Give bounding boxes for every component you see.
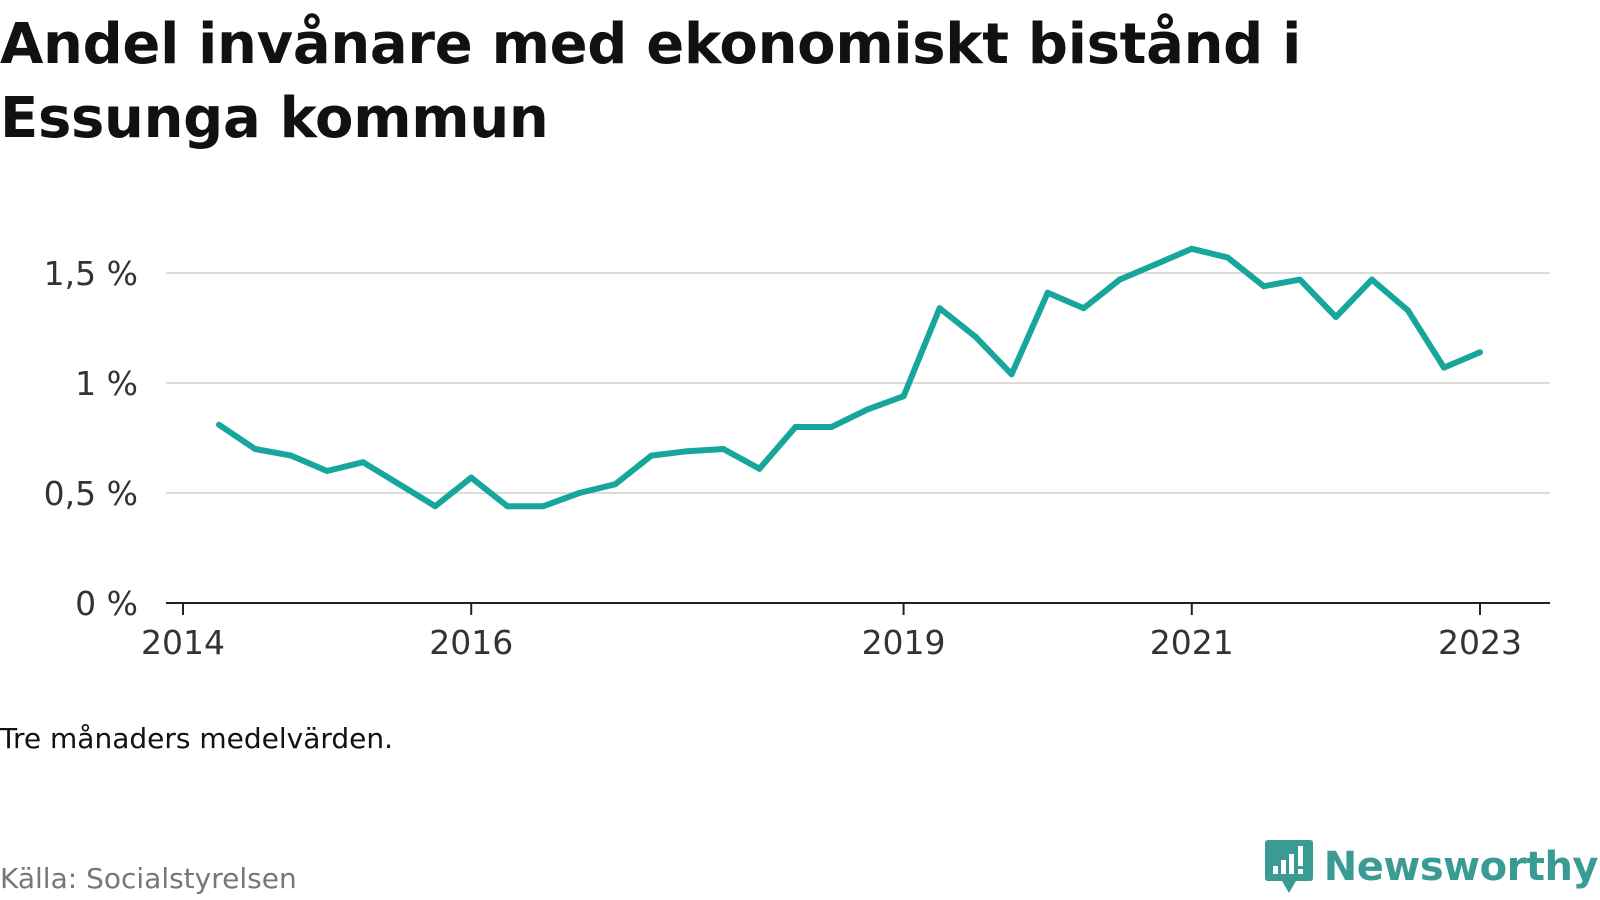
data-point xyxy=(720,446,727,452)
data-point xyxy=(1044,289,1051,296)
data-point xyxy=(828,424,835,430)
chart-note: Tre månaders medelvärden. xyxy=(0,722,394,755)
y-tick-label: 0 % xyxy=(75,584,138,623)
data-point xyxy=(792,424,799,430)
y-tick-label: 1 % xyxy=(75,364,138,403)
x-axis: 2014 2016 2019 2021 2023 xyxy=(141,603,1522,662)
data-point xyxy=(1080,305,1087,312)
series-line xyxy=(217,245,1482,510)
x-tick-label: 2021 xyxy=(1150,623,1234,662)
data-point xyxy=(1116,276,1123,283)
data-point xyxy=(1441,364,1447,371)
data-point xyxy=(432,503,439,510)
grid-lines xyxy=(166,272,1550,494)
x-tick-label: 2016 xyxy=(429,623,513,662)
data-point xyxy=(1477,349,1483,356)
data-point xyxy=(756,465,763,472)
data-point xyxy=(576,490,583,496)
data-point xyxy=(900,393,907,400)
newsworthy-logo-icon xyxy=(1264,840,1313,893)
data-point xyxy=(972,333,979,340)
newsworthy-brand[interactable]: Newsworthy xyxy=(1264,838,1599,896)
data-point xyxy=(1008,371,1015,378)
series-group xyxy=(216,245,1483,510)
data-point xyxy=(396,481,403,488)
chart-title: Andel invånare med ekonomiskt bistånd i … xyxy=(0,12,1302,151)
data-point xyxy=(936,305,943,312)
data-point xyxy=(288,452,295,459)
data-point xyxy=(684,448,691,455)
data-point xyxy=(1368,276,1375,283)
x-tick-label: 2014 xyxy=(141,623,225,662)
data-point xyxy=(360,459,367,466)
brand-name: Newsworthy xyxy=(1323,844,1599,890)
data-point xyxy=(864,406,871,413)
y-axis: 0 % 0,5 % 1 % 1,5 % xyxy=(44,254,138,623)
data-point xyxy=(648,452,655,459)
data-point xyxy=(324,468,331,474)
data-point xyxy=(1188,245,1195,252)
x-tick-label: 2023 xyxy=(1438,623,1522,662)
x-tick-label: 2019 xyxy=(862,623,946,662)
data-point xyxy=(468,474,475,481)
source-credit: Källa: Socialstyrelsen xyxy=(0,862,297,895)
data-point xyxy=(1404,307,1411,314)
y-tick-label: 1,5 % xyxy=(44,254,138,293)
data-point xyxy=(1260,283,1267,290)
data-point xyxy=(216,421,222,428)
data-point xyxy=(1296,276,1303,283)
data-point xyxy=(1224,254,1231,261)
data-point xyxy=(540,503,547,510)
data-point xyxy=(612,481,619,488)
data-point xyxy=(504,503,511,510)
data-point xyxy=(1152,261,1159,268)
y-tick-label: 0,5 % xyxy=(44,474,138,513)
data-point xyxy=(252,446,259,452)
data-point xyxy=(1332,314,1339,320)
